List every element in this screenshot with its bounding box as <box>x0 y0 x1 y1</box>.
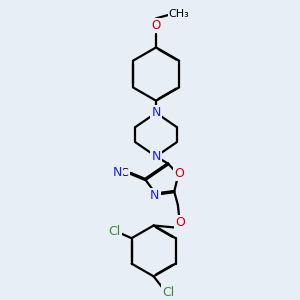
Text: N: N <box>112 166 122 179</box>
Text: N: N <box>152 106 161 119</box>
Text: O: O <box>152 19 161 32</box>
Text: C: C <box>121 168 128 178</box>
Text: CH₃: CH₃ <box>169 8 189 19</box>
Text: N: N <box>150 189 160 202</box>
Text: Cl: Cl <box>109 225 121 238</box>
Text: O: O <box>175 167 184 180</box>
Text: Cl: Cl <box>162 286 174 298</box>
Text: N: N <box>152 150 161 163</box>
Text: O: O <box>175 216 185 229</box>
